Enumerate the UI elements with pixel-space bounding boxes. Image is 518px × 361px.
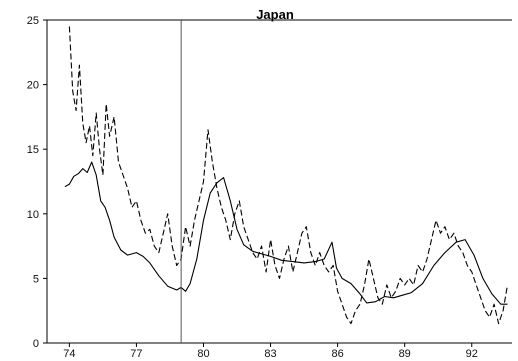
x-tick-label: 89 (399, 348, 411, 360)
y-tick-label: 5 (33, 273, 39, 285)
x-tick-label: 92 (466, 348, 478, 360)
x-tick-label: 80 (197, 348, 209, 360)
solid-series-line (64, 161, 508, 305)
y-tick-label: 10 (27, 209, 39, 221)
y-tick-label: 0 (33, 338, 39, 350)
series-layer (64, 26, 509, 325)
dashed-series-line (68, 26, 509, 325)
y-tick-label: 25 (27, 15, 39, 27)
chart-title: Japan (256, 7, 294, 22)
x-tick-label: 74 (63, 348, 75, 360)
y-tick-label: 15 (27, 144, 39, 156)
y-tick-label: 20 (27, 80, 39, 92)
x-tick-label: 86 (332, 348, 344, 360)
x-tick-label: 77 (130, 348, 142, 360)
x-tick-label: 83 (264, 348, 276, 360)
x-axis-ticks: 74 77 80 83 86 89 92 (63, 343, 478, 360)
y-axis-ticks: 0 5 10 15 20 25 (27, 15, 47, 350)
